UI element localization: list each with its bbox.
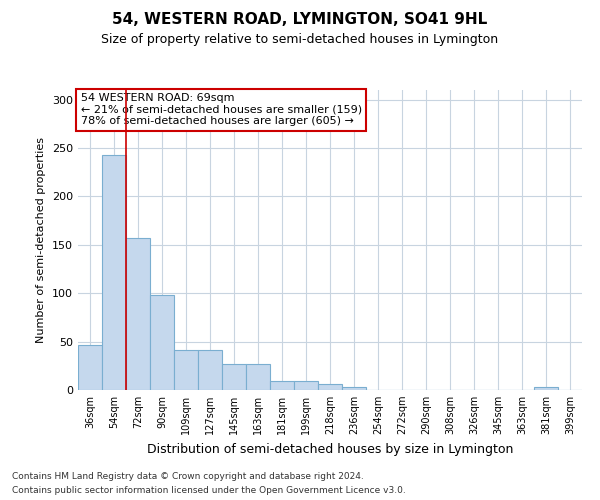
Bar bbox=[270, 382, 294, 390]
Bar bbox=[102, 155, 126, 390]
Bar bbox=[150, 295, 174, 390]
Bar bbox=[174, 350, 198, 390]
Text: Contains HM Land Registry data © Crown copyright and database right 2024.: Contains HM Land Registry data © Crown c… bbox=[12, 472, 364, 481]
Bar bbox=[246, 364, 270, 390]
Bar bbox=[294, 382, 318, 390]
Bar bbox=[78, 344, 102, 390]
Bar bbox=[198, 350, 222, 390]
Text: Contains public sector information licensed under the Open Government Licence v3: Contains public sector information licen… bbox=[12, 486, 406, 495]
X-axis label: Distribution of semi-detached houses by size in Lymington: Distribution of semi-detached houses by … bbox=[147, 442, 513, 456]
Y-axis label: Number of semi-detached properties: Number of semi-detached properties bbox=[37, 137, 46, 343]
Text: Size of property relative to semi-detached houses in Lymington: Size of property relative to semi-detach… bbox=[101, 32, 499, 46]
Bar bbox=[318, 384, 342, 390]
Bar bbox=[222, 364, 246, 390]
Bar bbox=[342, 387, 366, 390]
Bar bbox=[126, 238, 150, 390]
Bar bbox=[534, 387, 558, 390]
Text: 54, WESTERN ROAD, LYMINGTON, SO41 9HL: 54, WESTERN ROAD, LYMINGTON, SO41 9HL bbox=[112, 12, 488, 28]
Text: 54 WESTERN ROAD: 69sqm
← 21% of semi-detached houses are smaller (159)
78% of se: 54 WESTERN ROAD: 69sqm ← 21% of semi-det… bbox=[80, 93, 362, 126]
